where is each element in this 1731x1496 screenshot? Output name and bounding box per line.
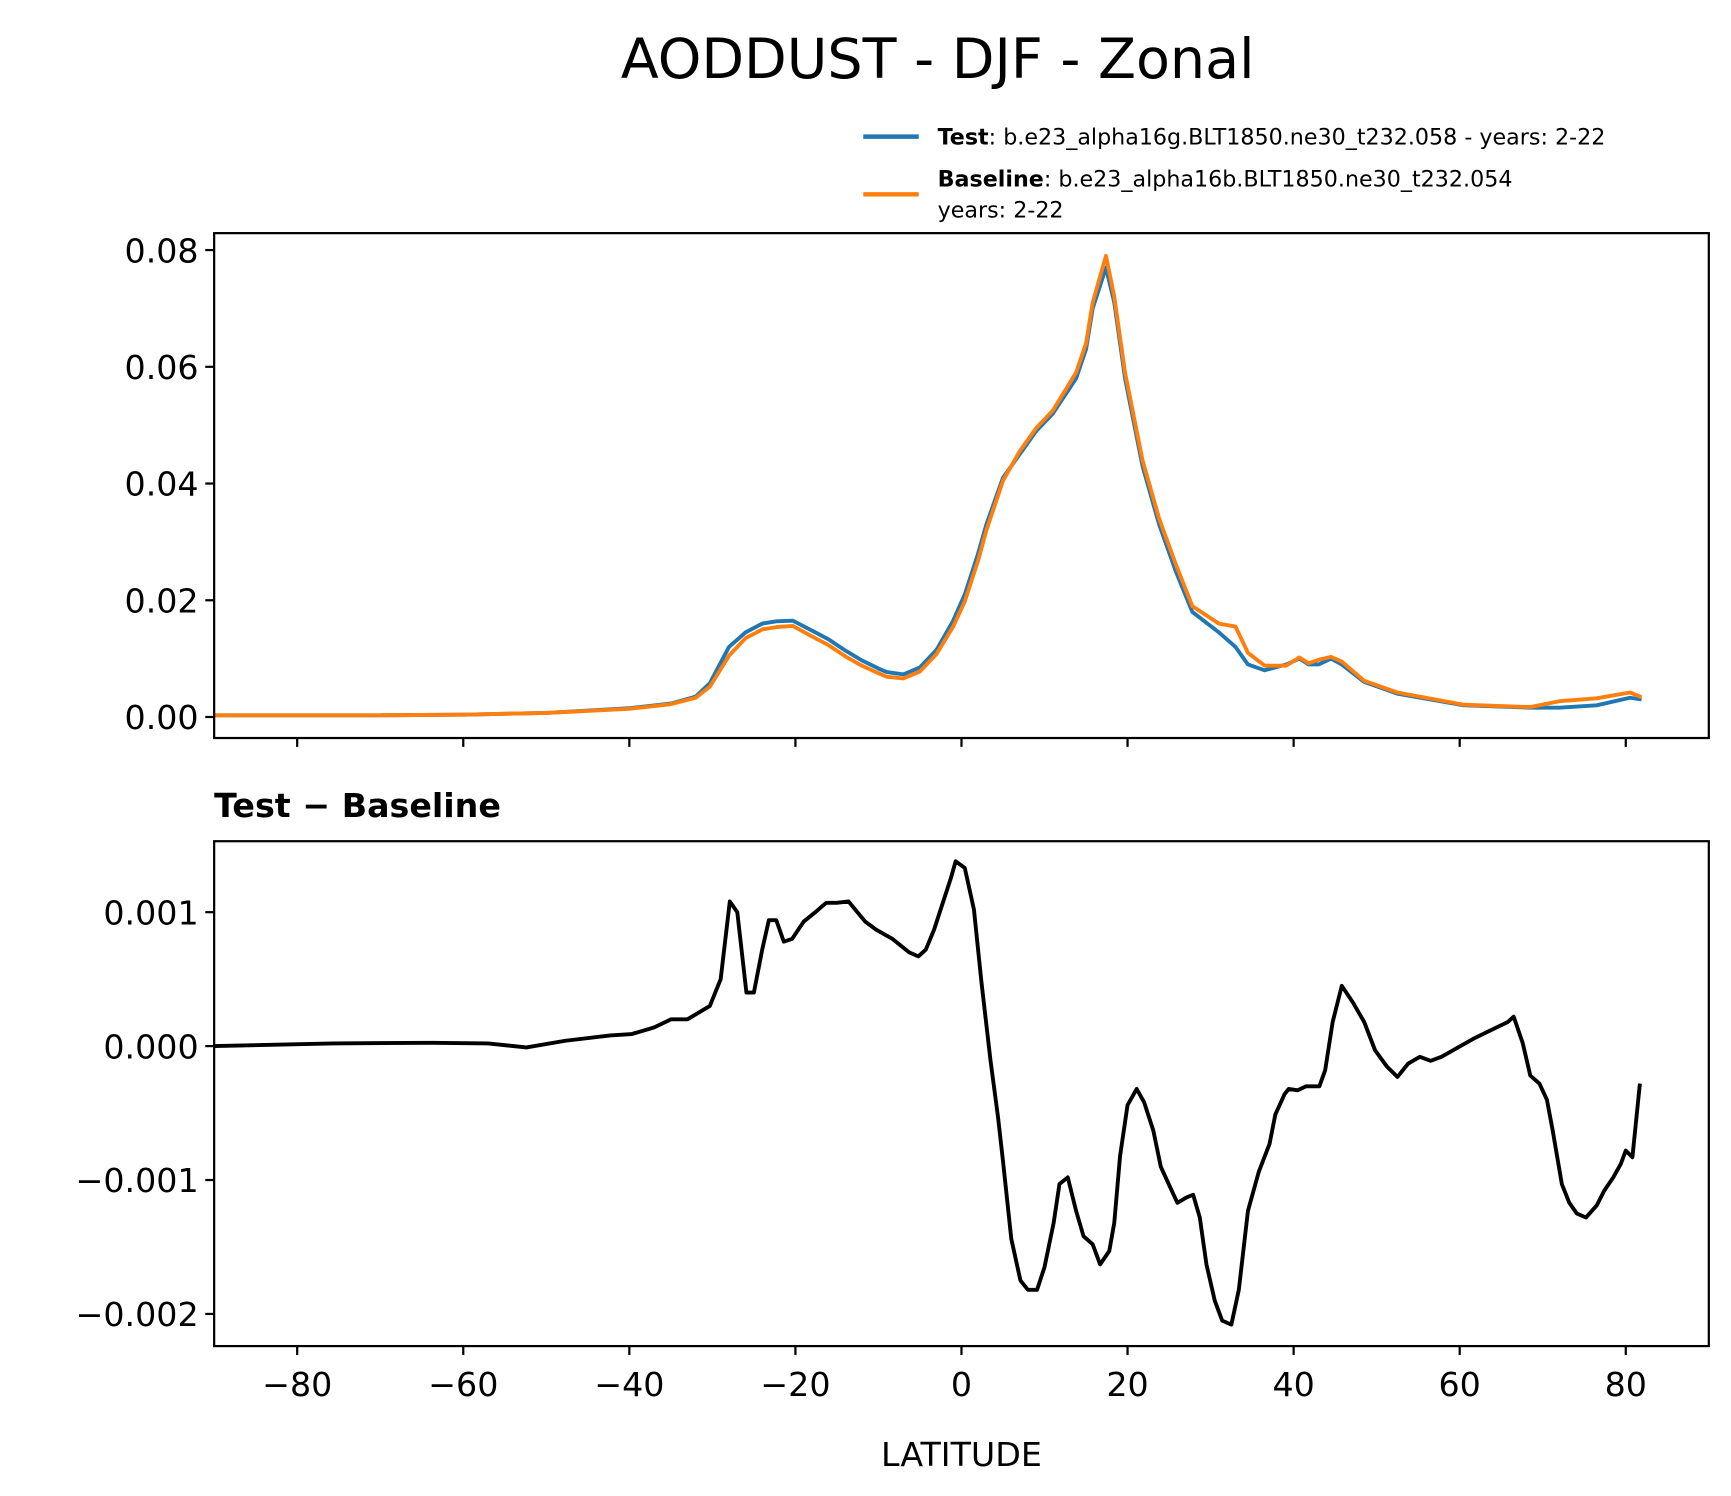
x-tick-label: 0 bbox=[951, 1365, 972, 1404]
y-tick-label: 0.000 bbox=[103, 1027, 198, 1066]
axes-frame bbox=[213, 232, 1710, 740]
x-tick-label: 20 bbox=[1106, 1365, 1148, 1404]
legend-label: : b.e23_alpha16g.BLT1850.ne30_t232.058 -… bbox=[989, 124, 1606, 150]
y-tick-label: 0.00 bbox=[125, 698, 199, 737]
subtitle: Test − Baseline bbox=[214, 786, 501, 825]
legend-label: : b.e23_alpha16b.BLT1850.ne30_t232.054 bbox=[1044, 167, 1513, 193]
y-tick-label: 0.04 bbox=[125, 465, 199, 504]
legend-name: Baseline bbox=[938, 167, 1044, 193]
legend-name: Test bbox=[938, 124, 989, 150]
x-tick-label: 40 bbox=[1272, 1365, 1314, 1404]
y-tick-label: 0.06 bbox=[125, 348, 199, 387]
legend-entry: Baseline: b.e23_alpha16b.BLT1850.ne30_t2… bbox=[938, 167, 1513, 224]
data-line bbox=[214, 253, 1643, 718]
x-tick-label: −20 bbox=[760, 1365, 830, 1404]
axes-frame bbox=[213, 840, 1710, 1348]
x-tick-label: −80 bbox=[262, 1365, 332, 1404]
x-tick-label: 80 bbox=[1605, 1365, 1647, 1404]
legend-entry: Test: b.e23_alpha16g.BLT1850.ne30_t232.0… bbox=[938, 124, 1606, 150]
chart-title: AODDUST - DJF - Zonal bbox=[621, 28, 1255, 92]
y-tick-label: 0.08 bbox=[125, 231, 199, 270]
legend-label: years: 2-22 bbox=[938, 198, 1064, 224]
x-tick-label: −60 bbox=[428, 1365, 498, 1404]
data-line bbox=[214, 859, 1642, 1327]
y-tick-label: 0.001 bbox=[103, 893, 198, 932]
y-tick-label: −0.002 bbox=[76, 1295, 199, 1334]
x-tick-label: 60 bbox=[1439, 1365, 1481, 1404]
x-axis-label: LATITUDE bbox=[881, 1435, 1042, 1474]
data-line bbox=[214, 265, 1642, 718]
x-tick-label: −40 bbox=[594, 1365, 664, 1404]
y-tick-label: −0.001 bbox=[76, 1161, 199, 1200]
y-tick-label: 0.02 bbox=[125, 581, 199, 620]
